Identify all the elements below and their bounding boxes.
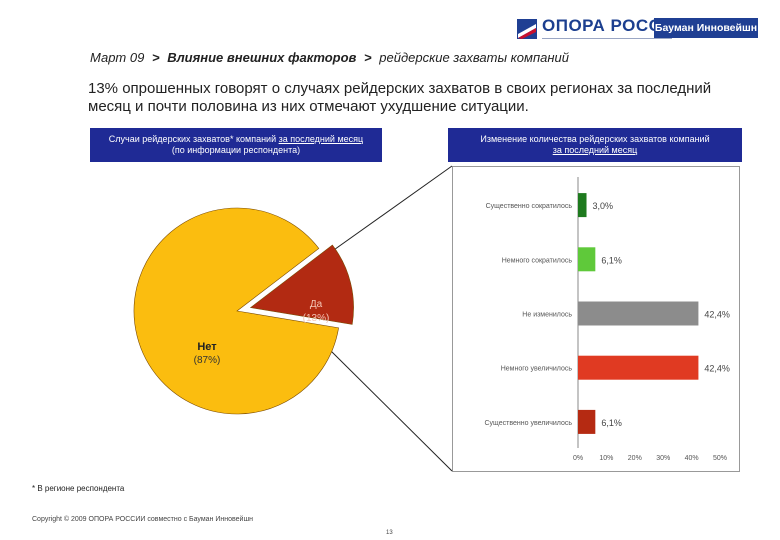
bar-title-line1: Изменение количества рейдерских захватов…	[480, 134, 710, 144]
connector-lines	[329, 165, 453, 472]
breadcrumb-separator: >	[364, 50, 372, 65]
copyright: Copyright © 2009 ОПОРА РОССИИ совместно …	[32, 516, 253, 523]
brand-logo: ОПОРА РОССИИ Бауман Инновейшн	[516, 14, 774, 54]
bar-category-label: Немного увеличилось	[501, 366, 573, 373]
pie-slice-1	[249, 244, 354, 325]
pie-chart: Да (13%) Нет (87%)	[133, 207, 354, 415]
pie-title-line2: (по информации респондента)	[171, 145, 301, 155]
bar-1	[578, 193, 587, 218]
bar-chart-frame	[452, 166, 740, 472]
bar-value-label: 3,0%	[593, 201, 614, 211]
bar-category-label: Немного сократилось	[502, 257, 573, 264]
partner-badge: Бауман Инновейшн	[654, 18, 758, 38]
bar-x-tick: 50%	[713, 455, 727, 462]
bar-panel-title: Изменение количества рейдерских захватов…	[448, 128, 742, 162]
bar-chart: Существенно сократилось 3,0% Немного сокра…	[485, 177, 730, 462]
connector-line-bottom	[329, 349, 453, 472]
bar-category-label: Существенно сократилось	[486, 203, 573, 210]
breadcrumb: Март 09 > Влияние внешних факторов > рей…	[90, 50, 569, 65]
bar-value-label: 42,4%	[704, 364, 730, 374]
pie-pct-yes: (13%)	[303, 313, 330, 324]
pie-label-yes: Да	[310, 299, 323, 310]
bar-category-label: Не изменилось	[522, 312, 572, 319]
breadcrumb-part-1: Март 09	[90, 50, 145, 65]
bar-x-tick: 20%	[628, 455, 642, 462]
pie-pct-no: (87%)	[194, 355, 221, 366]
bar-value-label: 6,1%	[601, 418, 622, 428]
connector-line-top	[330, 165, 453, 253]
breadcrumb-separator: >	[151, 50, 160, 65]
pie-label-no: Нет	[197, 341, 217, 353]
logo-divider	[542, 38, 672, 43]
pie-panel-title: Случаи рейдерских захватов* компаний за …	[90, 128, 382, 162]
bar-x-tick: 0%	[573, 455, 583, 462]
pie-slice-2	[133, 207, 339, 415]
pie-title-text: Случаи рейдерских захватов* компаний	[108, 134, 279, 144]
page-number: 13	[386, 530, 393, 536]
bar-3	[578, 301, 699, 326]
bar-x-tick: 30%	[656, 455, 670, 462]
bar-4	[578, 355, 699, 380]
bar-value-label: 6,1%	[601, 255, 622, 265]
bar-category-label: Существенно увеличилось	[485, 420, 573, 427]
footnote: * В регионе респондента	[32, 484, 125, 493]
bar-2	[578, 247, 596, 272]
pie-title-underlined: за последний месяц	[278, 134, 364, 144]
breadcrumb-part-2: Влияние внешних факторов	[167, 50, 357, 65]
bar-5	[578, 409, 596, 434]
flag-logo-icon	[517, 19, 537, 39]
bar-x-tick: 10%	[599, 455, 613, 462]
bar-value-label: 42,4%	[704, 310, 730, 320]
breadcrumb-part-3: рейдерские захваты компаний	[379, 50, 569, 65]
headline: 13% опрошенных говорят о случаях рейдерс…	[88, 80, 712, 115]
bar-title-line2: за последний месяц	[552, 145, 638, 155]
bar-x-tick: 40%	[685, 455, 699, 462]
logo-title: ОПОРА РОССИИ	[542, 16, 687, 35]
